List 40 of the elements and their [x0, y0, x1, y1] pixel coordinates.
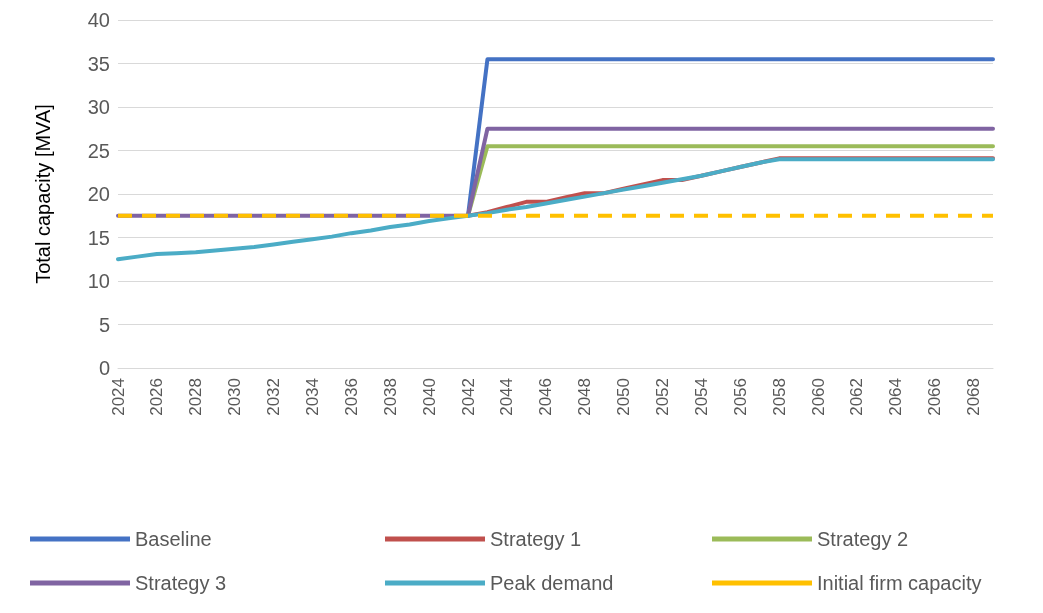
x-tick-label: 2032	[264, 378, 284, 416]
x-tick-label: 2050	[614, 378, 634, 416]
x-tick-label: 2040	[419, 378, 439, 416]
y-tick-label: 15	[87, 226, 110, 249]
x-tick-label: 2062	[847, 378, 867, 416]
x-tick-label: 2038	[380, 378, 400, 416]
x-tick-label: 2042	[458, 378, 478, 416]
y-tick-label: 35	[87, 52, 110, 75]
x-tick-label: 2028	[186, 378, 206, 416]
x-tick-label: 2052	[652, 378, 672, 416]
x-tick-label: 2030	[225, 378, 245, 416]
legend-label: Strategy 3	[135, 572, 227, 594]
y-axis-title: Total capacity [MVA]	[32, 104, 54, 284]
legend-label: Peak demand	[490, 572, 614, 594]
x-tick-label: 2066	[925, 378, 945, 416]
y-tick-label: 20	[87, 183, 110, 205]
x-tick-label: 2036	[341, 378, 361, 416]
x-tick-label: 2046	[536, 378, 556, 416]
y-tick-label: 10	[87, 270, 110, 292]
line-series	[116, 157, 995, 262]
x-tick-label: 2068	[964, 378, 984, 416]
x-tick-label: 2034	[302, 378, 322, 416]
x-tick-label: 2044	[497, 378, 517, 416]
legend-label: Strategy 1	[490, 528, 582, 550]
y-tick-label: 40	[87, 9, 110, 31]
y-tick-label: 25	[87, 139, 110, 162]
x-tick-label: 2058	[769, 378, 789, 416]
x-tick-label: 2048	[575, 378, 595, 416]
y-tick-label: 0	[98, 357, 110, 379]
legend-label: Initial firm capacity	[817, 572, 982, 594]
x-tick-label: 2056	[730, 378, 750, 416]
x-tick-label: 2064	[886, 378, 906, 416]
x-tick-label: 2054	[691, 378, 711, 416]
legend-label: Strategy 2	[817, 528, 909, 550]
legend-label: Baseline	[135, 528, 212, 550]
x-tick-label: 2060	[808, 378, 828, 416]
x-tick-label: 2026	[147, 378, 167, 416]
y-tick-label: 30	[87, 96, 110, 118]
x-tick-label: 2024	[108, 378, 128, 416]
y-tick-label: 5	[98, 313, 110, 336]
